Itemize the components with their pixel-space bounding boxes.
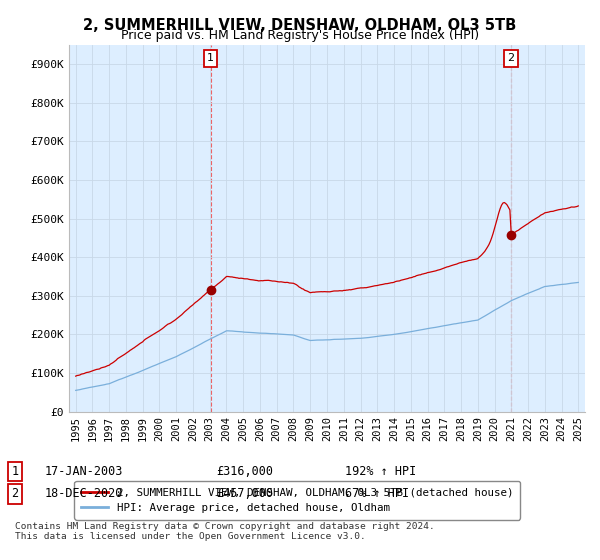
Text: 2: 2 [11,487,19,501]
Text: £457,000: £457,000 [216,487,273,501]
Text: 17-JAN-2003: 17-JAN-2003 [45,465,124,478]
Text: Price paid vs. HM Land Registry's House Price Index (HPI): Price paid vs. HM Land Registry's House … [121,29,479,42]
Text: 18-DEC-2020: 18-DEC-2020 [45,487,124,501]
Text: 1: 1 [11,465,19,478]
Text: 2, SUMMERHILL VIEW, DENSHAW, OLDHAM, OL3 5TB: 2, SUMMERHILL VIEW, DENSHAW, OLDHAM, OL3… [83,18,517,33]
Text: 67% ↑ HPI: 67% ↑ HPI [345,487,409,501]
Text: £316,000: £316,000 [216,465,273,478]
Legend: 2, SUMMERHILL VIEW, DENSHAW, OLDHAM, OL3 5TB (detached house), HPI: Average pric: 2, SUMMERHILL VIEW, DENSHAW, OLDHAM, OL3… [74,481,520,520]
Text: 192% ↑ HPI: 192% ↑ HPI [345,465,416,478]
Text: Contains HM Land Registry data © Crown copyright and database right 2024.
This d: Contains HM Land Registry data © Crown c… [15,522,435,542]
Text: 1: 1 [207,53,214,63]
Text: 2: 2 [507,53,514,63]
